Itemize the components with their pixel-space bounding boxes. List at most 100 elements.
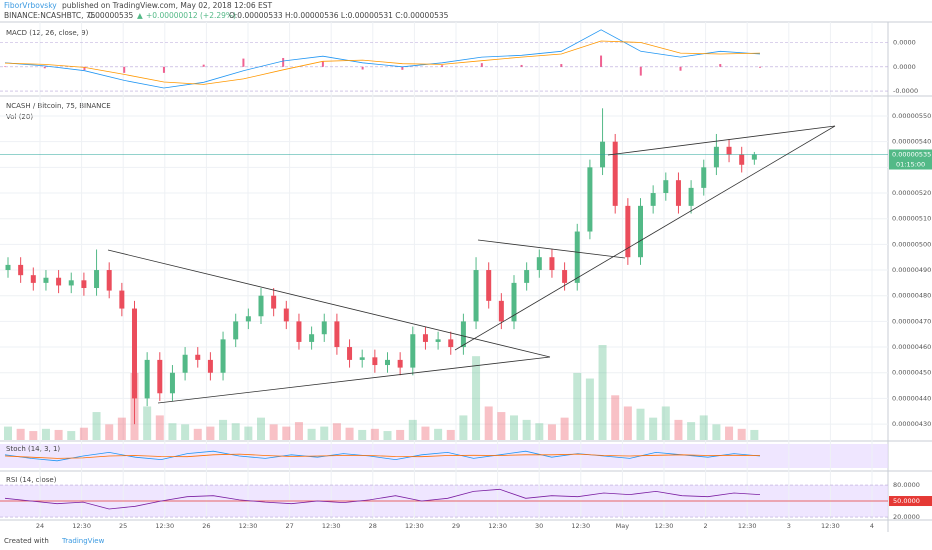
author[interactable]: FiborVrbovsky: [4, 1, 57, 10]
trendline: [477, 239, 626, 259]
volume-bar: [358, 429, 367, 440]
volume-bar: [459, 415, 468, 440]
volume-bar: [257, 417, 265, 440]
price: 0.00000535: [88, 11, 134, 20]
candle-body: [334, 321, 340, 348]
volume-bar: [231, 423, 240, 440]
y-tick-label: 0.00000550: [892, 112, 931, 120]
x-tick-label: 12:30: [405, 522, 424, 530]
histogram-bar: [361, 66, 364, 70]
x-tick-label: 12:30: [738, 522, 757, 530]
volume-bar: [67, 431, 76, 440]
candle-body: [612, 141, 618, 206]
volume-bar: [585, 378, 594, 440]
histogram-bar: [401, 66, 404, 70]
y-tick-label: 50.0000: [893, 497, 920, 505]
x-tick-label: 12:30: [72, 522, 91, 530]
volume-bar: [725, 426, 734, 440]
x-tick-label: 12:30: [155, 522, 174, 530]
symbol: BINANCE:NCASHBTC, 75: [4, 11, 96, 20]
candle-body: [81, 280, 87, 289]
candle-body: [296, 321, 302, 342]
trendline: [157, 356, 551, 404]
candle-body: [347, 347, 353, 360]
volume-bar: [661, 406, 670, 440]
candle-body: [675, 180, 681, 206]
volume-bar: [522, 419, 531, 440]
volume-bar: [193, 428, 202, 440]
candle-body: [359, 357, 365, 360]
volume-bar: [497, 412, 506, 440]
candle-body: [68, 280, 74, 286]
y-tick-label: 0.00000430: [892, 420, 931, 428]
candle-body: [119, 290, 125, 309]
footer-brand[interactable]: TradingView: [61, 537, 105, 545]
volume-bar: [294, 422, 303, 440]
y-tick-label: -0.0000: [893, 87, 918, 95]
candle-body: [460, 321, 466, 348]
histogram-bar: [282, 57, 285, 67]
candle-body: [258, 295, 264, 317]
volume-bar: [560, 417, 569, 440]
candle-body: [688, 187, 694, 206]
volume-bar: [307, 428, 316, 440]
candle-body: [94, 270, 100, 289]
candle-body: [574, 231, 580, 283]
x-tick-label: 25: [119, 522, 127, 530]
volume-bar: [510, 415, 518, 440]
histogram-bar: [441, 65, 444, 67]
x-tick-label: 28: [369, 522, 377, 530]
candle-body: [18, 264, 24, 276]
volume-bar: [143, 406, 152, 440]
price-tag: [889, 149, 932, 170]
x-tick-label: 12:30: [571, 522, 590, 530]
volume-bar: [535, 423, 544, 440]
candle-body: [562, 270, 568, 283]
volume-bar: [219, 419, 228, 440]
y-tick-label: 0.00000440: [892, 394, 931, 402]
y-tick-label: 0.00000520: [892, 189, 931, 197]
volume-bar: [573, 372, 582, 440]
histogram-bar: [719, 64, 722, 67]
volume-bar: [446, 429, 455, 440]
candle-body: [638, 205, 643, 258]
volume-bar: [712, 424, 721, 440]
volume-bar: [687, 422, 696, 440]
candle-body: [486, 270, 492, 301]
histogram-bar: [202, 64, 205, 67]
candle-body: [157, 359, 163, 394]
volume-bar: [421, 426, 430, 440]
x-tick-label: 3: [787, 522, 791, 530]
x-tick-label: 24: [36, 522, 44, 530]
indicator-line: [4, 450, 761, 462]
volume-bar: [206, 426, 215, 440]
volume-bar: [699, 415, 708, 440]
y-tick-label: 0.0000: [893, 39, 916, 47]
candle-body: [587, 167, 593, 232]
y-tick-label: 0.00000490: [892, 266, 931, 274]
volume-bar: [332, 423, 341, 440]
y-tick-label: 0.00000480: [892, 292, 931, 300]
histogram-bar: [520, 64, 523, 67]
volume-bar: [623, 406, 632, 440]
candle-body: [283, 308, 289, 322]
histogram-bar: [600, 55, 603, 67]
candle-body: [625, 205, 631, 258]
x-tick-label: 26: [202, 522, 210, 530]
volume-bar: [117, 417, 126, 440]
footer-bg: [0, 532, 932, 550]
candle-body: [498, 300, 504, 322]
x-tick-label: 4: [870, 522, 874, 530]
indicator-line: [4, 488, 761, 510]
trendline: [107, 249, 551, 358]
candle-body: [713, 146, 719, 168]
volume-bar: [434, 428, 443, 440]
volume-bar: [244, 426, 253, 440]
rsi-title: RSI (14, close): [6, 476, 57, 484]
arrow: ▲: [137, 11, 143, 20]
candle-body: [410, 334, 416, 368]
volume-bar: [383, 431, 392, 440]
volume-bar: [408, 419, 417, 440]
volume-bar: [29, 431, 38, 440]
